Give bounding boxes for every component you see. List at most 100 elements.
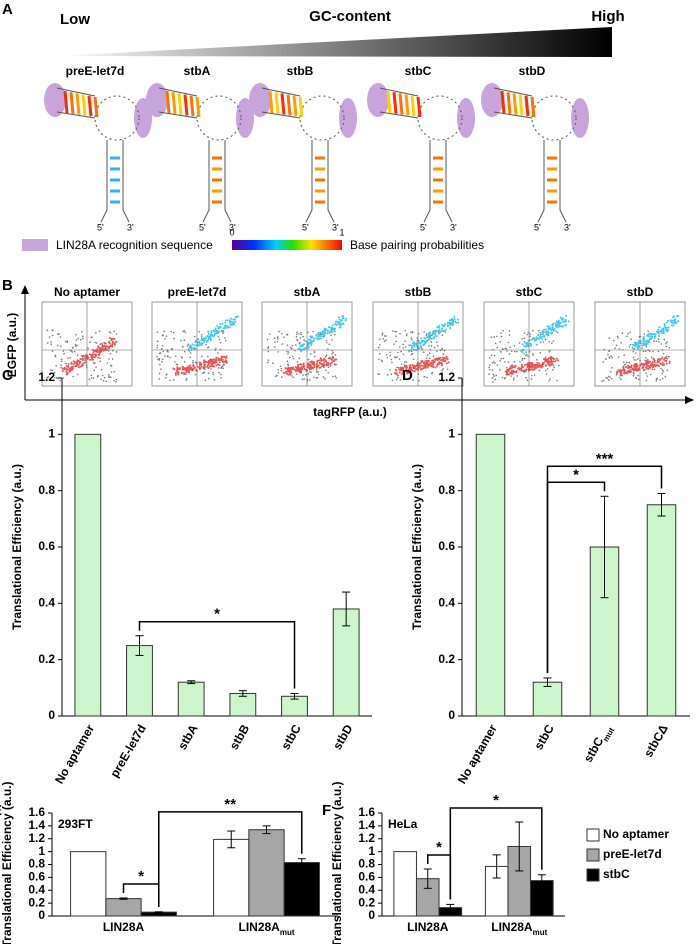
cell-dot [212, 365, 215, 368]
cell-dot [542, 362, 545, 365]
cell-dot [630, 338, 633, 341]
cell-dot [627, 364, 630, 367]
arrowhead [21, 285, 29, 294]
cell-dot [557, 319, 560, 322]
cell-dot [302, 335, 305, 338]
cell-dot [660, 367, 662, 370]
cell-dot [523, 341, 526, 343]
cell-dot [539, 351, 542, 354]
cell-dot [402, 347, 404, 349]
cell-dot [289, 356, 291, 359]
cell-dot [525, 351, 528, 354]
cell-dot [77, 363, 80, 366]
cell-dot [645, 346, 648, 348]
cell-dot [298, 333, 300, 335]
bar [126, 645, 153, 717]
cell-dot [100, 347, 103, 350]
cell-dot [523, 357, 526, 360]
cell-dot [312, 330, 314, 333]
cell-dot [622, 366, 625, 369]
cell-dot [334, 330, 336, 333]
cell-dot [293, 368, 296, 371]
y-tick-label: 0.2 [438, 652, 455, 666]
cell-dot [206, 334, 209, 337]
cell-dot [402, 372, 405, 375]
cell-dot [115, 341, 118, 344]
base-pair [63, 90, 69, 114]
base-pair [268, 90, 274, 114]
cell-dot [492, 381, 494, 383]
cell-dot [409, 370, 412, 373]
cell-dot [319, 331, 322, 334]
cell-dot [105, 380, 107, 383]
cell-dot [499, 369, 501, 371]
cell-dot [551, 332, 554, 335]
cell-dot [291, 355, 294, 358]
error-bar [537, 874, 546, 887]
cell-dot [46, 342, 49, 344]
cell-dot [274, 341, 276, 343]
cell-dot [410, 353, 413, 356]
cell-dot [323, 357, 326, 360]
cell-dot [609, 376, 611, 378]
cell-dot [633, 372, 635, 375]
x-tick-label: No aptamer [455, 722, 500, 786]
cell-dot [533, 374, 536, 376]
cell-dot [657, 338, 660, 340]
cell-dot [187, 371, 190, 374]
x-axis-label: tagRFP (a.u.) [313, 405, 387, 419]
cell-dot [410, 346, 413, 349]
cell-dot [60, 358, 63, 361]
cell-dot [330, 361, 333, 364]
cell-dot [215, 347, 217, 350]
cell-dot [184, 331, 187, 334]
cell-dot [292, 376, 295, 379]
cell-dot [507, 341, 510, 344]
cell-dot [94, 362, 96, 364]
cell-dot [225, 356, 228, 359]
cell-dot [396, 366, 398, 369]
cell-dot [328, 326, 331, 329]
cell-dot [512, 366, 515, 369]
cell-dot [429, 361, 432, 364]
cell-dot [304, 346, 307, 349]
cell-dot [281, 333, 283, 335]
cell-dot [332, 351, 335, 354]
y-axis-label: Translational Efficiency (a.u.) [10, 464, 24, 630]
cell-dot [449, 319, 452, 322]
cell-dot [323, 334, 326, 337]
cell-dot [103, 376, 106, 379]
cell-dot [656, 331, 659, 334]
cell-dot [549, 378, 551, 380]
cell-dot [71, 367, 74, 370]
cell-dot [399, 366, 402, 369]
cell-dot [491, 369, 494, 371]
cell-dot [396, 378, 398, 381]
cell-dot [660, 332, 663, 335]
cell-dot [638, 367, 641, 370]
cell-dot [633, 341, 636, 344]
cell-dot [513, 360, 516, 363]
cell-dot [633, 359, 635, 361]
cell-dot [637, 340, 640, 343]
cell-dot [185, 371, 188, 374]
cell-dot [340, 319, 343, 322]
cell-dot [181, 346, 184, 348]
cell-dot [395, 369, 398, 372]
cell-dot [431, 334, 433, 337]
cell-dot [325, 354, 328, 357]
cell-dot [553, 328, 556, 331]
cell-dot [92, 358, 95, 361]
cell-dot [379, 344, 381, 346]
cell-dot [280, 367, 283, 370]
cell-dot [535, 359, 538, 361]
base-pair [500, 90, 506, 114]
cell-dot [156, 331, 159, 333]
error-bar [262, 825, 271, 835]
error-bar [492, 854, 501, 879]
cell-dot [397, 367, 399, 369]
cell-dot [410, 337, 413, 339]
significance-label: * [493, 792, 499, 809]
cell-dot [491, 377, 494, 379]
